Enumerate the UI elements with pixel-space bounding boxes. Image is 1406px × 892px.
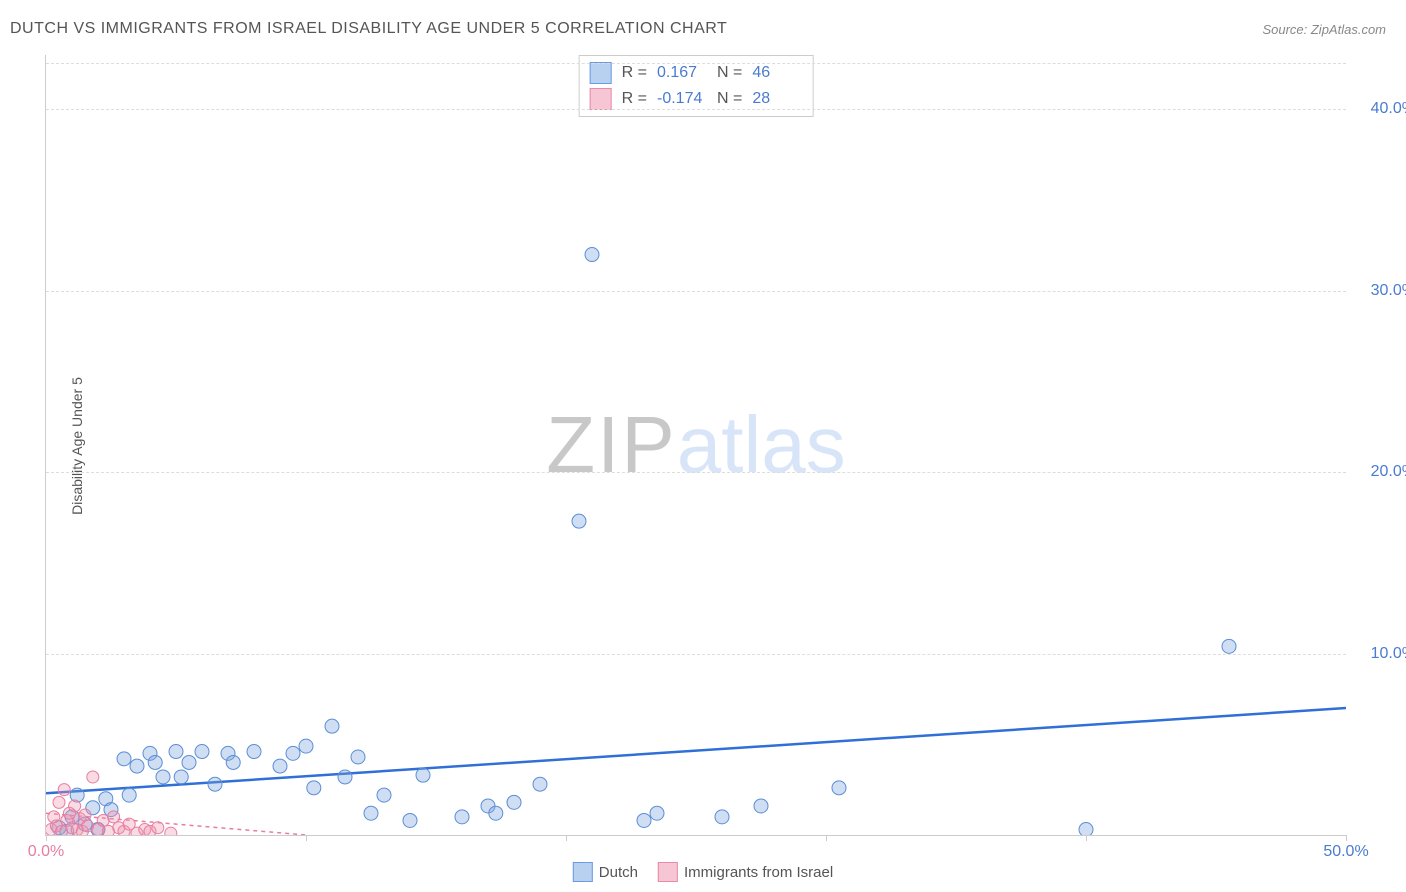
data-point [58, 784, 70, 796]
data-point [148, 755, 162, 769]
data-point [174, 770, 188, 784]
data-point [489, 806, 503, 820]
data-point [299, 739, 313, 753]
x-tick [1086, 835, 1087, 841]
data-point [1079, 823, 1093, 835]
data-point [69, 800, 81, 812]
data-point [53, 796, 65, 808]
data-point [208, 777, 222, 791]
x-tick [306, 835, 307, 841]
x-tick [1346, 835, 1347, 841]
data-point [117, 752, 131, 766]
gridline [46, 472, 1346, 473]
n-label: N = [717, 64, 742, 82]
data-point [169, 745, 183, 759]
data-point [403, 813, 417, 827]
data-point [455, 810, 469, 824]
x-tick-label: 0.0% [28, 843, 64, 861]
r-value: -0.174 [657, 90, 707, 108]
stats-row: R = -0.174 N = 28 [590, 86, 803, 112]
data-point [195, 745, 209, 759]
gridline [46, 291, 1346, 292]
y-tick-label: 30.0% [1356, 282, 1406, 300]
r-label: R = [622, 64, 647, 82]
data-point [325, 719, 339, 733]
gridline [46, 109, 1346, 110]
data-point [152, 822, 164, 834]
data-point [108, 811, 120, 823]
gridline [46, 654, 1346, 655]
legend-label: Dutch [599, 864, 638, 881]
y-tick-label: 40.0% [1356, 100, 1406, 118]
legend-label: Immigrants from Israel [684, 864, 833, 881]
chart-title: DUTCH VS IMMIGRANTS FROM ISRAEL DISABILI… [10, 20, 727, 38]
scatter-plot-svg [46, 55, 1346, 835]
data-point [533, 777, 547, 791]
data-point [87, 771, 99, 783]
data-point [165, 827, 177, 835]
x-tick [46, 835, 47, 841]
data-point [364, 806, 378, 820]
y-tick-label: 20.0% [1356, 463, 1406, 481]
legend-item: Dutch [573, 862, 638, 882]
data-point [130, 759, 144, 773]
legend-item: Immigrants from Israel [658, 862, 833, 882]
series-swatch [573, 862, 593, 882]
data-point [307, 781, 321, 795]
gridline [46, 63, 1346, 64]
data-point [754, 799, 768, 813]
data-point [226, 755, 240, 769]
data-point [416, 768, 430, 782]
data-point [286, 746, 300, 760]
data-point [156, 770, 170, 784]
data-point [377, 788, 391, 802]
data-point [79, 809, 91, 821]
trend-line [46, 708, 1346, 793]
r-value: 0.167 [657, 64, 707, 82]
series-swatch [590, 88, 612, 110]
data-point [832, 781, 846, 795]
data-point [507, 795, 521, 809]
data-point [247, 745, 261, 759]
plot-area: ZIPatlas R =0.167N =46R =-0.174N =28 10.… [45, 55, 1346, 836]
data-point [637, 813, 651, 827]
series-swatch [658, 862, 678, 882]
data-point [351, 750, 365, 764]
n-value: 46 [752, 64, 802, 82]
data-point [650, 806, 664, 820]
n-label: N = [717, 90, 742, 108]
stats-legend-box: R = 0.167 N = 46 R = -0.174 N = 28 [579, 55, 814, 117]
y-tick-label: 10.0% [1356, 645, 1406, 663]
x-tick [826, 835, 827, 841]
x-tick [566, 835, 567, 841]
data-point [122, 788, 136, 802]
series-swatch [590, 62, 612, 84]
source-label: Source: ZipAtlas.com [1262, 22, 1386, 37]
data-point [1222, 639, 1236, 653]
n-value: 28 [752, 90, 802, 108]
data-point [182, 755, 196, 769]
data-point [273, 759, 287, 773]
data-point [338, 770, 352, 784]
x-tick-label: 50.0% [1323, 843, 1368, 861]
data-point [572, 514, 586, 528]
data-point [585, 248, 599, 262]
r-label: R = [622, 90, 647, 108]
data-point [715, 810, 729, 824]
bottom-legend: Dutch Immigrants from Israel [573, 862, 833, 882]
